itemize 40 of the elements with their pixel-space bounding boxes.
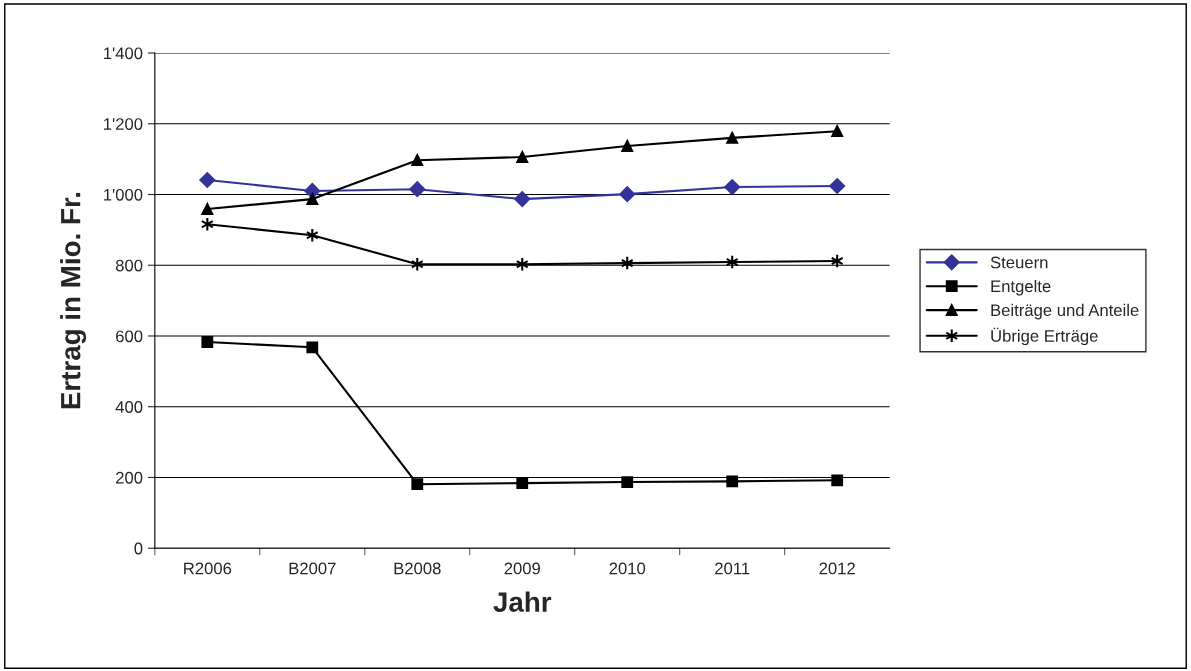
- point: [201, 203, 214, 215]
- x-tick-label: 2012: [819, 562, 855, 575]
- x-axis-title: Jahr: [493, 591, 552, 612]
- point: [829, 178, 846, 194]
- y-tick-label: 600: [116, 330, 143, 343]
- point: [199, 172, 216, 188]
- point: [724, 179, 741, 195]
- x-tick-label: R2006: [184, 562, 232, 575]
- legend-label: Steuern: [990, 256, 1048, 269]
- point: [409, 181, 426, 198]
- y-tick-label: 1'200: [104, 118, 143, 130]
- y-tick-label: 200: [116, 471, 143, 484]
- point: [831, 474, 844, 487]
- legend-label: Entgelte: [991, 279, 1051, 296]
- point: [516, 477, 529, 490]
- y-tick-label: 800: [115, 259, 143, 272]
- x-tick-label: 2010: [609, 562, 646, 575]
- point: [831, 125, 844, 138]
- legend-label: Beiträge und Anteile: [991, 303, 1139, 320]
- y-axis-title: Ertrag in Mio. Fr.: [60, 192, 87, 409]
- y-tick-label: 400: [115, 401, 143, 413]
- y-tick-label: 1'000: [104, 188, 143, 201]
- point: [411, 478, 424, 491]
- x-tick-label: B2008: [394, 562, 441, 575]
- legend-label: Übrige Erträge: [991, 327, 1098, 346]
- x-tick-label: 2011: [715, 562, 750, 575]
- point: [201, 336, 214, 348]
- point: [306, 193, 319, 205]
- y-tick-label: 1'400: [104, 47, 143, 60]
- point: [621, 476, 634, 488]
- point: [619, 186, 636, 203]
- point: [306, 341, 319, 354]
- point: [514, 191, 531, 208]
- y-tick-label: 0: [134, 542, 143, 555]
- x-tick-label: B2007: [289, 562, 336, 575]
- point: [621, 140, 634, 152]
- point: [411, 154, 424, 167]
- x-tick-label: 2009: [504, 562, 540, 575]
- point: [726, 475, 739, 488]
- point: [516, 151, 529, 163]
